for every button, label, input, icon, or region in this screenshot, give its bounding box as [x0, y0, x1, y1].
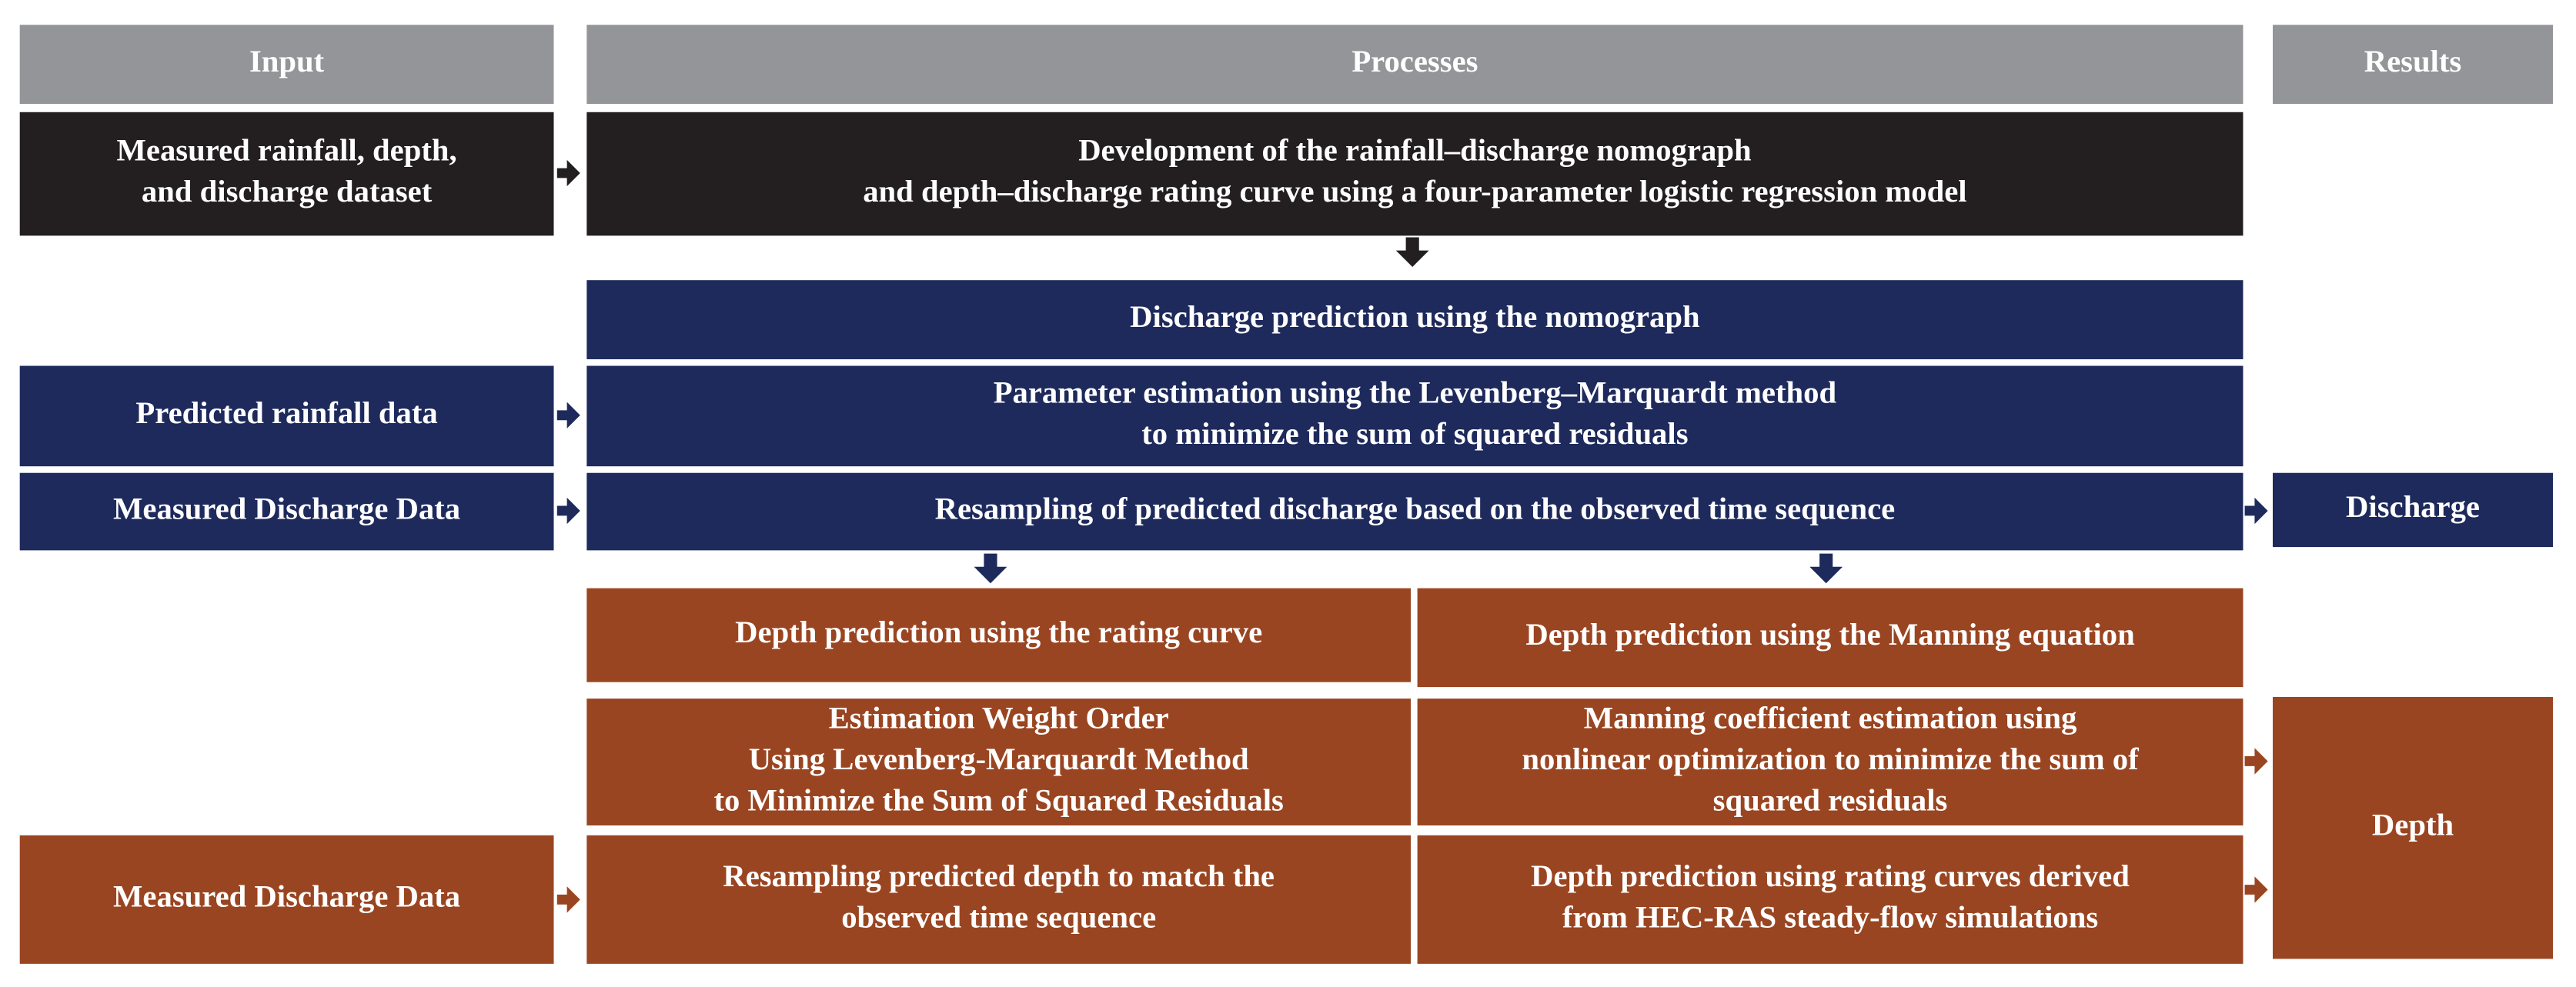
input-box-text: Measured Discharge Data — [113, 879, 460, 914]
arrow — [2244, 497, 2268, 525]
arrow — [556, 886, 580, 913]
process-box — [586, 699, 1412, 825]
process-box — [586, 112, 2244, 236]
header — [19, 25, 554, 105]
arrow — [2244, 748, 2268, 775]
header — [2272, 25, 2554, 105]
process-box-text: to minimize the sum of squared residuals — [1141, 416, 1688, 451]
header-text: Input — [249, 44, 325, 78]
header-text: Processes — [1351, 44, 1478, 78]
process-box-text: Discharge prediction using the nomograph — [1130, 299, 1699, 334]
process-box-text: Manning coefficient estimation using — [1584, 700, 2077, 735]
process-box-text: observed time sequence — [841, 899, 1156, 934]
result-box — [2272, 696, 2554, 959]
process-box-text: Depth prediction using the Manning equat… — [1525, 617, 2134, 652]
arrows — [556, 159, 2268, 913]
process-box-text: Development of the rainfall–discharge no… — [1078, 133, 1751, 168]
process-box-text: Using Levenberg-Marquardt Method — [749, 742, 1249, 776]
result-box-text: Depth — [2372, 808, 2454, 842]
header — [586, 25, 2244, 105]
input-box — [19, 112, 554, 236]
process-box-text: Depth prediction using rating curves der… — [1531, 859, 2130, 893]
process-box-text: and depth–discharge rating curve using a… — [863, 174, 1966, 208]
arrow — [1809, 553, 1843, 584]
process-box — [1417, 588, 2244, 688]
process-box — [586, 835, 1412, 964]
input-box — [19, 835, 554, 964]
process-box — [586, 365, 2244, 467]
input-box-text: Predicted rainfall data — [135, 395, 437, 430]
arrow — [2244, 876, 2268, 903]
process-box — [586, 280, 2244, 359]
process-box — [586, 588, 1412, 682]
arrow — [1395, 237, 1429, 268]
result-box — [2272, 472, 2554, 548]
process-box-text: Depth prediction using the rating curve — [735, 615, 1262, 649]
process-box — [1417, 835, 2244, 964]
result-box-text: Discharge — [2346, 489, 2480, 524]
input-box — [19, 472, 554, 551]
arrow — [556, 159, 580, 187]
process-box-text: squared residuals — [1713, 782, 1948, 817]
arrow — [974, 553, 1007, 584]
process-box-text: Estimation Weight Order — [829, 700, 1169, 735]
process-box-text: Resampling of predicted discharge based … — [935, 491, 1896, 525]
arrow — [556, 402, 580, 428]
process-box-text: to Minimize the Sum of Squared Residuals — [713, 782, 1283, 817]
input-box — [19, 365, 554, 467]
header-text: Results — [2364, 44, 2462, 78]
input-box-text: and discharge dataset — [142, 174, 433, 208]
process-box — [586, 472, 2244, 551]
input-box-text: Measured Discharge Data — [113, 491, 460, 525]
process-box-text: from HEC-RAS steady-flow simulations — [1562, 899, 2098, 934]
process-box — [1417, 699, 2244, 825]
input-box-text: Measured rainfall, depth, — [117, 133, 457, 168]
arrow — [556, 497, 580, 525]
process-box-text: Resampling predicted depth to match the — [723, 859, 1275, 893]
process-box-text: nonlinear optimization to minimize the s… — [1522, 742, 2139, 776]
process-box-text: Parameter estimation using the Levenberg… — [994, 375, 1837, 409]
